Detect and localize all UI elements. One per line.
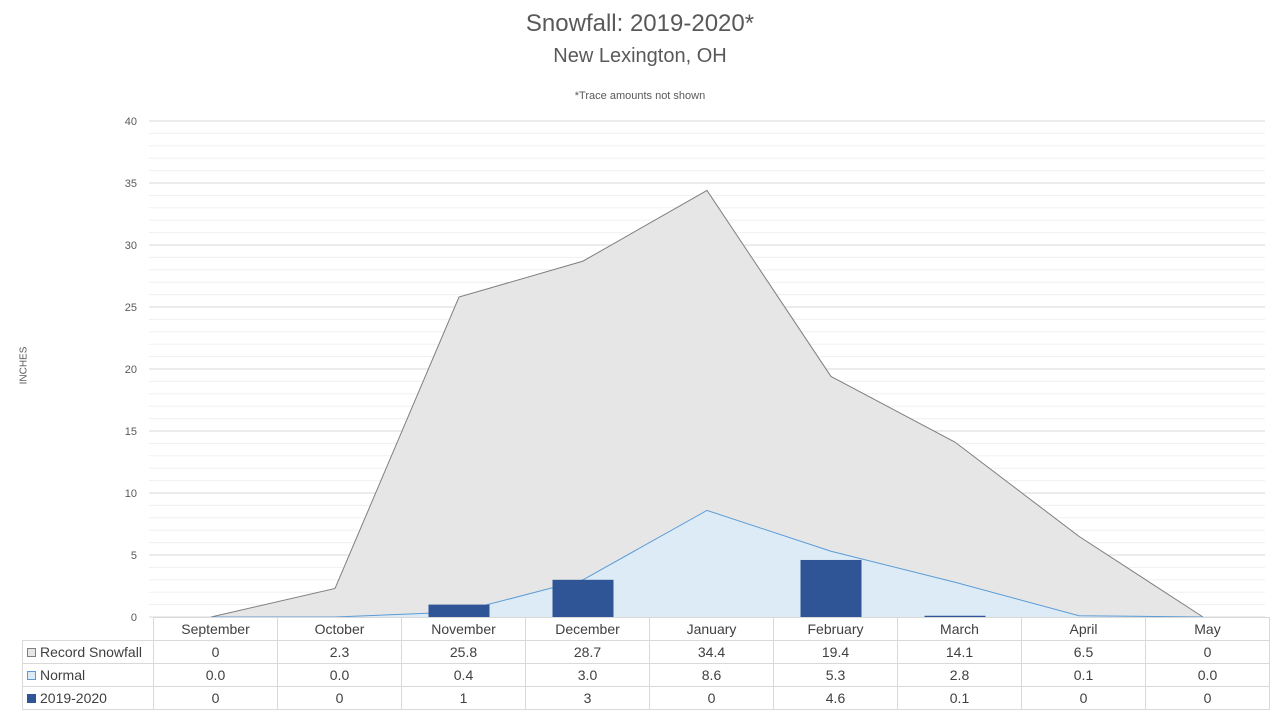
legend-season: 2019-2020 [22,686,154,710]
data-cell: 0 [1021,686,1146,710]
data-cell: 0 [649,686,774,710]
data-cell: 0 [153,686,278,710]
data-cell: 2.3 [277,640,402,664]
bar-series [428,559,986,617]
category-label-december: December [525,617,650,641]
legend-record: Record Snowfall [22,640,154,664]
data-cell: 8.6 [649,663,774,687]
data-cell: 6.5 [1021,640,1146,664]
legend-key-record [27,648,36,657]
data-cell: 0 [1145,640,1270,664]
chart-note: *Trace amounts not shown [574,90,706,102]
data-cell: 0.0 [277,663,402,687]
legend-key-season [27,694,36,703]
area-line-normal [211,509,1204,618]
area-series [210,189,1204,618]
category-label-may: May [1145,617,1270,641]
bar-december [552,579,614,617]
legend-normal: Normal [22,663,154,687]
data-cell: 0.0 [1145,663,1270,687]
data-cell: 0.4 [401,663,526,687]
y-tick-label: 5 [131,550,137,562]
area-fill-normal [211,510,1203,617]
y-tick-label: 40 [125,116,137,128]
legend-label-season: 2019-2020 [40,690,107,706]
bar-november [428,604,490,617]
category-label-october: October [277,617,402,641]
legend-label-record: Record Snowfall [40,644,142,660]
category-label-march: March [897,617,1022,641]
data-cell: 0 [1145,686,1270,710]
chart-subtitle: New Lexington, OH [553,45,727,67]
category-label-september: September [153,617,278,641]
y-tick-label: 10 [125,488,137,500]
category-label-january: January [649,617,774,641]
y-tick-label: 20 [125,364,137,376]
category-label-april: April [1021,617,1146,641]
data-cell: 0 [153,640,278,664]
data-cell: 5.3 [773,663,898,687]
data-cell: 1 [401,686,526,710]
data-table-corner [22,617,154,641]
data-cell: 3 [525,686,650,710]
data-cell: 25.8 [401,640,526,664]
data-cell: 0.1 [897,686,1022,710]
chart-title: Snowfall: 2019-2020* [525,10,755,37]
data-cell: 34.4 [649,640,774,664]
area-line-record [210,189,1204,618]
category-label-february: February [773,617,898,641]
data-cell: 0.1 [1021,663,1146,687]
data-cell: 0.0 [153,663,278,687]
data-cell: 14.1 [897,640,1022,664]
y-tick-label: 30 [125,240,137,252]
data-table-row-normal: Normal 0.0 0.0 0.4 3.0 8.6 5.3 2.8 0.1 0.0 [22,663,1270,687]
data-table-row-season: 2019-2020 0 0 1 3 0 4.6 0.1 0 0 [22,686,1270,710]
bar-february [800,559,862,617]
data-table-header-row: September October November December January F… [22,617,1270,641]
data-cell: 28.7 [525,640,650,664]
data-cell: 19.4 [773,640,898,664]
bar-march [924,615,986,617]
data-cell: 2.8 [897,663,1022,687]
data-table: September October November December January F… [22,617,1270,710]
data-cell: 3.0 [525,663,650,687]
legend-label-normal: Normal [40,667,86,683]
y-tick-label: 35 [125,178,137,190]
y-tick-label: 25 [125,302,137,314]
category-label-november: November [401,617,526,641]
legend-key-normal [27,671,36,680]
data-table-row-record: Record Snowfall 0 2.3 25.8 28.7 34.4 19.4 14.1… [22,640,1270,664]
data-cell: 4.6 [773,686,898,710]
y-tick-label: 15 [125,426,137,438]
data-cell: 0 [277,686,402,710]
